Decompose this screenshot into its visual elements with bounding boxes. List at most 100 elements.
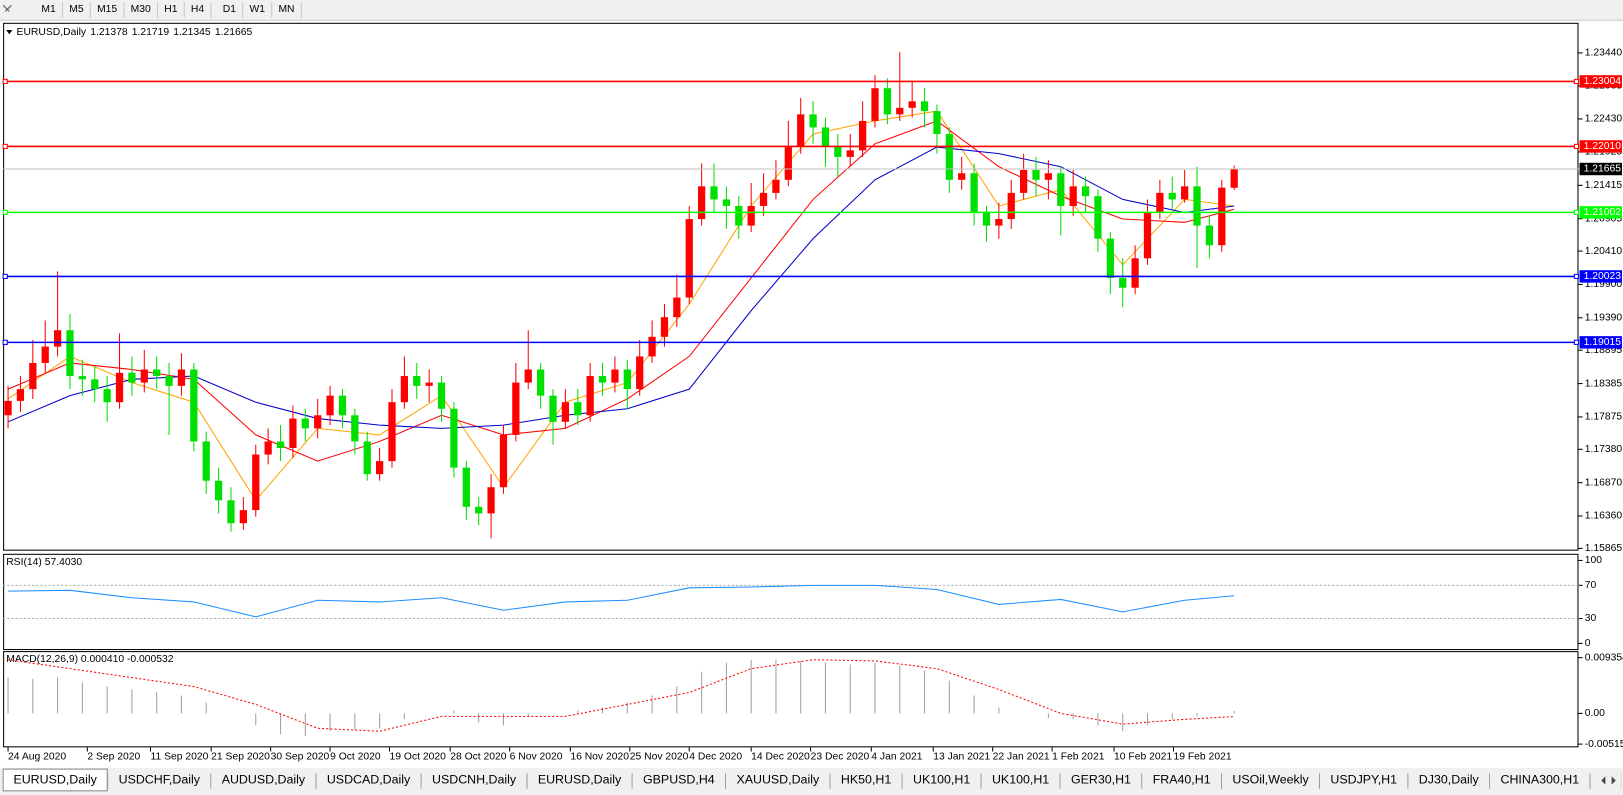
- candle-body: [920, 101, 929, 112]
- timeframe-label[interactable]: D1: [223, 4, 236, 15]
- tab-background[interactable]: [981, 771, 1060, 791]
- tab[interactable]: DJ30,Daily: [1408, 771, 1491, 791]
- candle-body: [673, 297, 681, 318]
- timeframe-button[interactable]: H1: [164, 2, 185, 18]
- collapse-arrow[interactable]: [6, 30, 13, 35]
- tab-label[interactable]: UK100,H1: [992, 773, 1049, 787]
- timeframe-label[interactable]: MN: [278, 4, 294, 15]
- tab-background[interactable]: [830, 771, 902, 791]
- tab[interactable]: XAUUSD,Daily: [726, 771, 831, 791]
- tab[interactable]: UK100,H1: [981, 771, 1061, 791]
- level-handle[interactable]: [2, 78, 8, 85]
- tab-label[interactable]: FRA40,H1: [1153, 773, 1211, 787]
- timeframe-label[interactable]: H4: [191, 4, 204, 15]
- tab[interactable]: USOil,Weekly: [1222, 771, 1321, 791]
- tab-background[interactable]: [1142, 771, 1221, 791]
- tab[interactable]: USDCHF,Daily: [108, 771, 212, 791]
- tab[interactable]: HK50,H1: [830, 771, 903, 791]
- tab-label[interactable]: UK100,H1: [913, 773, 970, 787]
- tab-label[interactable]: HK50,H1: [841, 773, 891, 787]
- tab-label[interactable]: EURUSD,Daily: [538, 773, 622, 787]
- candle-body: [4, 400, 12, 416]
- timeframe-label[interactable]: W1: [249, 4, 265, 15]
- tab-background[interactable]: [1490, 771, 1590, 791]
- toolbar-icon[interactable]: [2, 4, 12, 12]
- candle-body: [1069, 186, 1077, 206]
- tab-background[interactable]: [1320, 771, 1408, 791]
- candle-body: [252, 454, 260, 511]
- timeframe-label[interactable]: M1: [41, 4, 56, 15]
- candle-body: [487, 487, 495, 514]
- timeframe-button[interactable]: W1: [249, 2, 273, 18]
- tab-label[interactable]: EURUSD,Daily: [13, 773, 97, 787]
- tab-label[interactable]: XAUUSD,Daily: [736, 773, 820, 787]
- tab[interactable]: USDCAD,Daily: [316, 771, 422, 791]
- candle-body: [611, 369, 619, 383]
- tab[interactable]: USDJPY,H1: [1320, 771, 1409, 791]
- tab[interactable]: USDCNH,Daily: [421, 771, 528, 791]
- tab-background[interactable]: [632, 771, 726, 791]
- tab-label[interactable]: GBPUSD,H4: [643, 773, 715, 787]
- timeframe-button[interactable]: M15: [97, 2, 125, 18]
- timeframe-label[interactable]: M5: [69, 4, 84, 15]
- tab-label[interactable]: DJ30,Daily: [1419, 773, 1480, 787]
- macd-tick-label: 0.00: [1585, 708, 1605, 719]
- tab-label[interactable]: USDCNH,Daily: [432, 773, 517, 787]
- tab[interactable]: AUDUSD,Daily: [211, 771, 317, 791]
- candle-body: [53, 330, 62, 347]
- tab-background[interactable]: [527, 771, 632, 791]
- level-price-box: [1579, 336, 1622, 349]
- tab[interactable]: EURUSD,Daily: [2, 768, 109, 792]
- tab[interactable]: GER30,H1: [1060, 771, 1143, 791]
- tab-background[interactable]: [108, 771, 211, 791]
- tab-background[interactable]: [1222, 771, 1320, 791]
- x-tick-label: 22 Jan 2021: [993, 751, 1050, 762]
- tab-label[interactable]: AUDUSD,Daily: [222, 773, 306, 787]
- level-handle[interactable]: [1573, 209, 1580, 215]
- tab-label[interactable]: USOil,Weekly: [1232, 773, 1309, 787]
- tab[interactable]: FRA40,H1: [1142, 771, 1223, 791]
- candle-body: [363, 441, 371, 475]
- tab[interactable]: GBPUSD,H4: [632, 771, 727, 791]
- tab[interactable]: UK100,H1: [902, 771, 982, 791]
- rsi-line: [8, 584, 1235, 618]
- tab-scroll-arrows[interactable]: [1601, 776, 1616, 785]
- macd-tick-label: 0.009354: [1585, 652, 1623, 663]
- level-handle[interactable]: [2, 339, 8, 345]
- timeframe-button[interactable]: D1: [223, 2, 244, 18]
- level-handle[interactable]: [1573, 78, 1580, 85]
- tab-background[interactable]: [421, 771, 527, 791]
- level-price-box: [1579, 270, 1622, 283]
- tab[interactable]: CHINA300,H1: [1490, 771, 1591, 791]
- timeframe-button[interactable]: M1: [41, 2, 64, 18]
- ohlc-value: 1.21378: [90, 27, 128, 38]
- timeframe-button[interactable]: M30: [131, 2, 159, 18]
- timeframe-label[interactable]: M30: [131, 4, 151, 15]
- tab-background[interactable]: [1060, 771, 1142, 791]
- timeframe-button[interactable]: MN: [278, 2, 302, 18]
- tab-label[interactable]: USDCHF,Daily: [119, 773, 201, 787]
- tab-label[interactable]: USDCAD,Daily: [327, 773, 411, 787]
- level-handle[interactable]: [1573, 273, 1580, 279]
- tab-background[interactable]: [316, 771, 421, 791]
- level-handle[interactable]: [2, 143, 8, 150]
- tab-label[interactable]: GER30,H1: [1071, 773, 1131, 787]
- level-handle[interactable]: [2, 273, 8, 279]
- level-handle[interactable]: [1573, 339, 1580, 345]
- timeframe-button[interactable]: M5: [69, 2, 91, 18]
- x-tick-label: 24 Aug 2020: [8, 751, 66, 762]
- tab-label[interactable]: CHINA300,H1: [1501, 773, 1580, 787]
- timeframe-label[interactable]: H1: [164, 4, 177, 15]
- timeframe-label[interactable]: M15: [97, 4, 117, 15]
- level-handle[interactable]: [2, 209, 8, 215]
- tab-background[interactable]: [902, 771, 981, 791]
- tab-background[interactable]: [1408, 771, 1490, 791]
- tab-label[interactable]: USDJPY,H1: [1330, 773, 1397, 787]
- timeframe-button[interactable]: H4: [191, 2, 212, 18]
- tab-scroll[interactable]: [1594, 771, 1621, 791]
- tab-background[interactable]: [211, 771, 316, 791]
- tab[interactable]: EURUSD,Daily: [527, 771, 633, 791]
- tab-background[interactable]: [726, 771, 830, 791]
- level-handle[interactable]: [1573, 143, 1580, 150]
